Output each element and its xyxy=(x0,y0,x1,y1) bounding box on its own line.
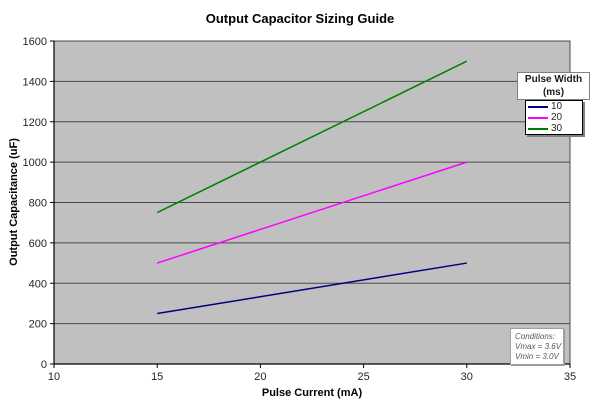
legend-title-line2: (ms) xyxy=(542,87,565,98)
legend-item: 10 xyxy=(526,100,582,112)
x-tick-label-25: 25 xyxy=(357,371,369,383)
conditions-vmax: Vmax = 3.6V xyxy=(515,342,562,351)
x-tick-label-15: 15 xyxy=(151,371,163,383)
y-tick-label-800: 800 xyxy=(29,198,47,210)
x-axis-title: Pulse Current (mA) xyxy=(261,387,363,399)
conditions-vmin: Vmin = 3.0V xyxy=(515,352,559,361)
y-axis-title: Output Capacitance (uF) xyxy=(8,138,20,266)
y-tick-label-200: 200 xyxy=(29,319,47,331)
x-tick-label-20: 20 xyxy=(254,371,266,383)
legend-item: 20 xyxy=(526,111,582,123)
x-tick-label-10: 10 xyxy=(48,371,60,383)
legend-line-swatch-20 xyxy=(528,116,548,119)
series-line-30ms xyxy=(156,60,468,214)
chart-title: Output Capacitor Sizing Guide xyxy=(205,11,395,26)
legend-item-label: 20 xyxy=(551,111,563,123)
conditions-heading: Conditions: xyxy=(515,332,556,341)
x-tick-label-30: 30 xyxy=(461,371,473,383)
legend-title-line1: Pulse Width xyxy=(524,74,583,85)
legend-line-swatch-30 xyxy=(528,127,548,130)
y-tick-label-1000: 1000 xyxy=(23,157,47,169)
series-line-10ms xyxy=(157,262,467,315)
legend-item-label: 30 xyxy=(551,122,563,134)
legend: 10 20 30 xyxy=(525,100,583,135)
y-tick-label-1400: 1400 xyxy=(23,76,47,88)
series-line-20ms xyxy=(156,161,468,264)
y-tick-label-1600: 1600 xyxy=(23,36,47,48)
y-tick-label-400: 400 xyxy=(29,278,47,290)
conditions-annotation: Conditions: Vmax = 3.6V Vmin = 3.0V xyxy=(510,328,564,365)
legend-item-label: 10 xyxy=(551,100,563,112)
y-tick-label-600: 600 xyxy=(29,238,47,250)
legend-title-box: Pulse Width (ms) xyxy=(517,72,590,100)
legend-item: 30 xyxy=(526,122,582,134)
y-tick-label-0: 0 xyxy=(41,359,47,371)
x-tick-label-35: 35 xyxy=(564,371,576,383)
legend-line-swatch-10 xyxy=(528,105,548,108)
y-tick-label-1200: 1200 xyxy=(23,117,47,129)
